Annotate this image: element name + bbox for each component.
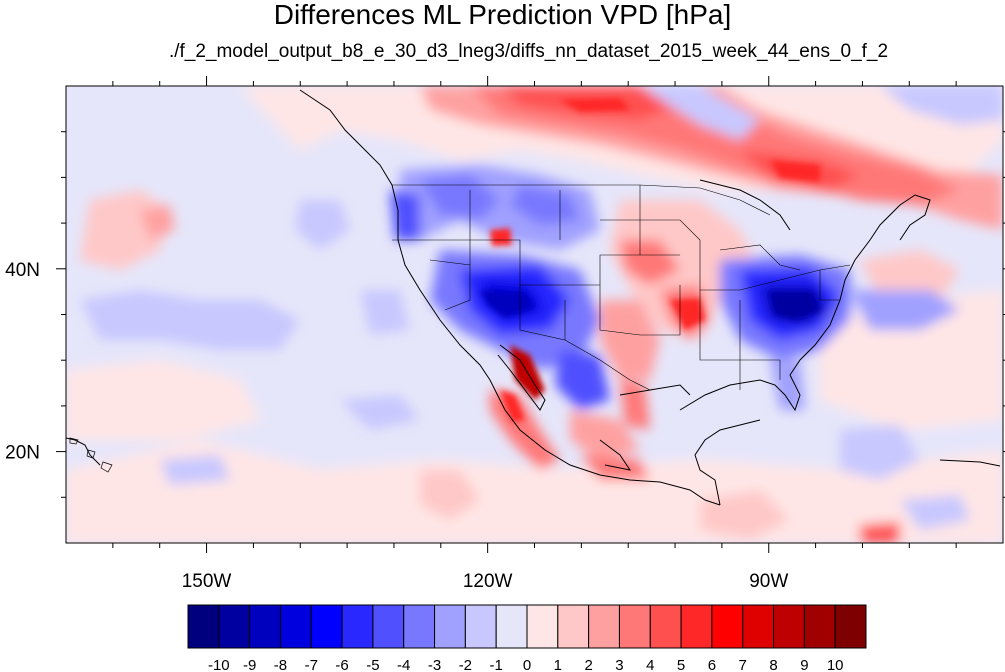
colorbar-swatch xyxy=(649,604,682,649)
colorbar-swatch xyxy=(218,604,251,649)
colorbar-swatch xyxy=(310,604,343,649)
colorbar-swatch xyxy=(279,604,312,649)
colorbar-swatch xyxy=(742,604,775,649)
colorbar-swatch xyxy=(372,604,405,649)
anomaly-field xyxy=(66,86,1003,543)
map-plot-area xyxy=(66,86,1003,543)
colorbar-swatch xyxy=(495,604,528,649)
colorbar-swatch xyxy=(557,604,590,649)
colorbar-swatch xyxy=(341,604,374,649)
axis-labels: 150W 120W 90W 40N 20N xyxy=(5,260,788,592)
lon-tick-label: 150W xyxy=(182,571,232,592)
colorbar-tick-label: -10 xyxy=(208,657,230,672)
colorbar-swatch xyxy=(403,604,436,649)
colorbar-swatch xyxy=(618,604,651,649)
hawaii-islands xyxy=(69,437,113,473)
colorbar-tick-label: 3 xyxy=(615,657,623,672)
coastlines xyxy=(66,89,1001,506)
figure-subtitle: ./f_2_model_output_b8_e_30_d3_lneg3/diff… xyxy=(168,41,889,62)
colorbar-tick-label: 7 xyxy=(739,657,747,672)
state-borders xyxy=(392,184,851,391)
colorbar: -10 -9 -8 -7 -6 -5 -4 -3 -2 -1 0 1 2 3 4 5 6 7 8 9 10 xyxy=(187,604,867,672)
lat-tick-label: 40N xyxy=(5,260,40,281)
colorbar-swatch xyxy=(773,604,805,649)
colorbar-swatch xyxy=(434,604,466,649)
colorbar-tick-label: 6 xyxy=(708,657,716,672)
colorbar-swatch xyxy=(711,604,744,649)
colorbar-swatch xyxy=(834,604,867,649)
colorbar-tick-label: -5 xyxy=(366,657,379,672)
colorbar-tick-label: 9 xyxy=(800,657,808,672)
colorbar-tick-label: -1 xyxy=(490,657,503,672)
lat-tick-label: 20N xyxy=(5,443,40,464)
colorbar-tick-label: -3 xyxy=(428,657,441,672)
colorbar-tick-label: -9 xyxy=(243,657,256,672)
axis-ticks xyxy=(56,76,1005,553)
colorbar-tick-label: -6 xyxy=(335,657,348,672)
colorbar-tick-label: 4 xyxy=(646,657,654,672)
colorbar-swatch xyxy=(249,604,281,649)
colorbar-tick-label: 0 xyxy=(523,657,531,672)
colorbar-swatch xyxy=(187,604,220,649)
colorbar-tick-label: -4 xyxy=(397,657,410,672)
colorbar-tick-label: -8 xyxy=(274,657,287,672)
colorbar-tick-label: 2 xyxy=(584,657,592,672)
colorbar-swatch xyxy=(464,604,497,649)
colorbar-swatch xyxy=(803,604,836,649)
colorbar-tick-label: 8 xyxy=(769,657,777,672)
colorbar-swatch xyxy=(588,604,620,649)
figure-title: Differences ML Prediction VPD [hPa] xyxy=(273,0,732,30)
anomaly-field-strong xyxy=(480,98,820,422)
colorbar-swatch xyxy=(526,604,559,649)
colorbar-tick-label: 10 xyxy=(827,657,844,672)
lon-tick-label: 90W xyxy=(749,571,788,592)
colorbar-swatch xyxy=(680,604,713,649)
colorbar-tick-label: -7 xyxy=(305,657,318,672)
colorbar-tick-label: 1 xyxy=(554,657,562,672)
lon-tick-label: 120W xyxy=(463,571,513,592)
colorbar-tick-label: 5 xyxy=(677,657,685,672)
colorbar-tick-label: -2 xyxy=(459,657,472,672)
